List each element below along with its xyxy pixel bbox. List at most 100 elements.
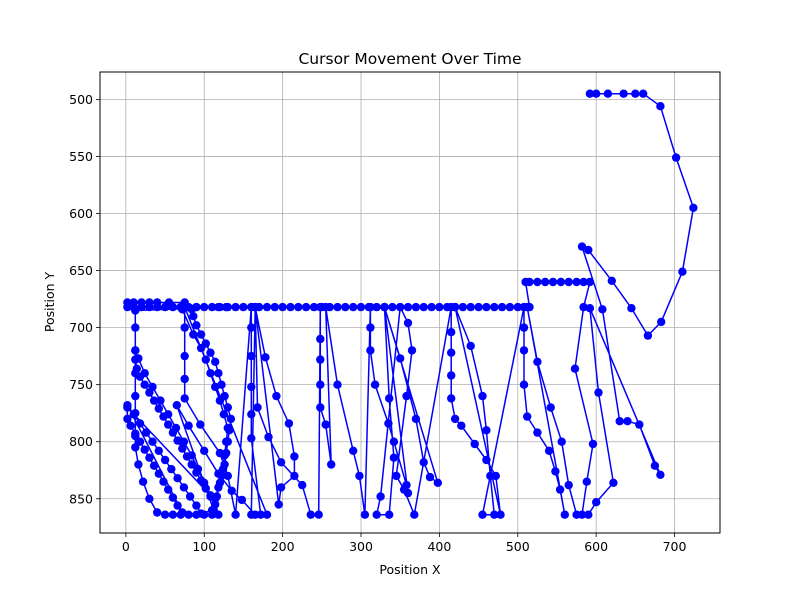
data-point xyxy=(278,302,287,312)
data-point xyxy=(131,391,140,401)
data-point xyxy=(214,302,223,312)
y-tick-label: 700 xyxy=(69,320,93,335)
grid xyxy=(100,72,720,533)
data-point xyxy=(164,298,174,307)
data-point xyxy=(123,414,132,424)
data-point xyxy=(211,382,220,392)
data-point xyxy=(196,343,206,353)
data-point xyxy=(579,302,588,312)
data-point xyxy=(603,89,613,98)
data-point xyxy=(201,355,210,364)
data-point xyxy=(466,341,475,351)
data-point xyxy=(142,428,151,437)
data-point xyxy=(294,302,303,312)
data-point xyxy=(519,380,529,389)
data-point xyxy=(650,461,660,470)
data-point xyxy=(179,437,189,446)
x-axis: 0 100 200 300 400 500 600 700 xyxy=(122,533,687,554)
data-point xyxy=(148,382,157,392)
data-point xyxy=(138,477,148,486)
data-point xyxy=(349,302,358,312)
data-point xyxy=(123,298,132,307)
data-point xyxy=(399,485,409,494)
data-point xyxy=(217,380,226,389)
data-point xyxy=(519,323,529,332)
data-point xyxy=(333,380,342,389)
data-point xyxy=(433,478,442,487)
data-point xyxy=(341,302,350,312)
data-point xyxy=(131,429,140,438)
x-axis-label: Position X xyxy=(379,562,441,577)
data-point xyxy=(521,277,530,287)
data-point xyxy=(247,351,256,361)
data-point xyxy=(555,485,565,494)
data-point xyxy=(627,304,636,313)
data-point xyxy=(123,401,132,410)
data-point xyxy=(187,305,196,314)
data-point xyxy=(196,330,206,339)
data-point xyxy=(207,302,217,312)
data-point xyxy=(588,439,598,449)
data-point xyxy=(643,331,653,340)
y-tick-label: 550 xyxy=(69,149,93,164)
data-point xyxy=(214,369,223,378)
data-point xyxy=(247,510,256,519)
data-point xyxy=(253,403,262,412)
data-point xyxy=(222,437,231,446)
data-point xyxy=(577,242,587,251)
data-point xyxy=(376,492,385,501)
data-point xyxy=(388,302,397,312)
data-point xyxy=(215,448,225,458)
data-point xyxy=(425,472,435,482)
x-tick-label: 100 xyxy=(192,539,216,554)
data-point xyxy=(321,302,330,312)
data-point xyxy=(585,304,595,313)
data-point xyxy=(164,420,173,429)
data-point xyxy=(385,394,394,403)
x-tick-label: 400 xyxy=(427,539,451,554)
data-point xyxy=(192,321,201,330)
data-point xyxy=(579,277,588,287)
data-point xyxy=(164,485,173,494)
data-point xyxy=(160,510,170,519)
data-point xyxy=(231,302,240,312)
x-tick-label: 700 xyxy=(663,539,687,554)
data-point xyxy=(396,302,405,312)
data-point xyxy=(168,510,178,519)
data-point xyxy=(380,302,389,312)
data-point xyxy=(160,455,170,465)
data-point xyxy=(156,396,165,405)
data-point xyxy=(200,302,209,312)
data-point xyxy=(173,501,182,510)
data-point xyxy=(657,317,666,327)
data-point xyxy=(360,510,370,519)
data-point xyxy=(403,318,413,328)
data-point xyxy=(482,455,491,465)
data-point xyxy=(276,483,286,492)
data-point xyxy=(584,510,593,519)
data-point xyxy=(189,312,198,321)
data-point xyxy=(140,445,149,454)
data-point xyxy=(226,414,236,424)
data-point xyxy=(154,404,163,413)
data-point xyxy=(557,437,566,446)
data-point xyxy=(349,446,358,455)
data-point xyxy=(372,302,381,312)
data-point xyxy=(178,444,187,453)
data-point xyxy=(274,500,283,509)
data-point xyxy=(656,102,665,111)
data-point xyxy=(237,495,247,505)
data-point xyxy=(290,471,299,481)
data-point xyxy=(180,302,189,312)
data-point xyxy=(247,382,256,392)
data-point xyxy=(544,446,554,455)
data-point xyxy=(419,458,428,467)
data-point xyxy=(385,510,394,519)
data-point xyxy=(209,506,218,515)
data-point xyxy=(178,508,187,517)
data-point xyxy=(585,89,595,98)
data-point xyxy=(366,346,375,355)
data-point xyxy=(316,380,325,389)
data-point xyxy=(355,471,364,481)
